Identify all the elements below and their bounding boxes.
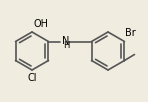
Text: H: H <box>63 41 70 50</box>
Text: OH: OH <box>33 19 48 29</box>
Text: Cl: Cl <box>27 73 37 83</box>
Text: Br: Br <box>126 28 136 38</box>
Text: N: N <box>62 35 70 45</box>
